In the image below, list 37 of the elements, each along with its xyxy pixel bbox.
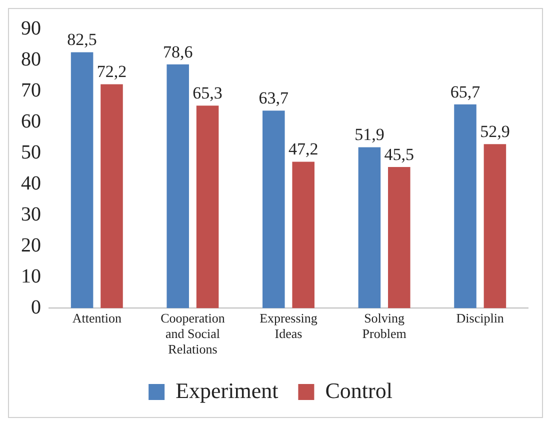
y-tick-label: 30 xyxy=(21,203,41,226)
bar xyxy=(484,144,506,308)
y-tick-label: 80 xyxy=(21,48,41,70)
x-tick-label: Solving Problem xyxy=(362,310,406,342)
y-tick-label: 50 xyxy=(21,141,41,164)
bar xyxy=(166,64,189,308)
y-tick-label: 70 xyxy=(21,79,41,102)
legend-label: Control xyxy=(325,378,392,403)
data-label: 51,9 xyxy=(354,125,384,144)
y-tick-label: 60 xyxy=(21,110,41,132)
data-label: 82,5 xyxy=(67,30,97,50)
data-label: 65,3 xyxy=(192,84,222,103)
bar xyxy=(196,106,219,308)
bar xyxy=(292,162,314,308)
bar xyxy=(100,84,123,308)
bar xyxy=(388,167,410,308)
bar xyxy=(358,147,381,308)
y-tick-label: 0 xyxy=(31,296,41,318)
y-tick-label: 40 xyxy=(21,172,41,194)
x-tick-label: Cooperation and Social Relations xyxy=(160,310,226,357)
data-label: 78,6 xyxy=(162,42,193,62)
data-label: 45,5 xyxy=(384,145,414,164)
y-tick-label: 10 xyxy=(21,265,41,288)
x-tick-label: Disciplin xyxy=(456,310,504,326)
legend-label: Experiment xyxy=(176,378,278,403)
data-label: 65,7 xyxy=(450,82,481,102)
y-tick-label: 90 xyxy=(21,17,41,40)
x-tick-label: Attention xyxy=(72,310,122,326)
bar xyxy=(262,110,285,308)
data-label: 72,2 xyxy=(96,62,127,82)
bar xyxy=(454,104,476,308)
bar xyxy=(70,52,94,308)
data-label: 47,2 xyxy=(288,140,318,159)
data-label: 63,7 xyxy=(258,88,290,108)
data-label: 52,9 xyxy=(480,122,510,142)
y-tick-label: 20 xyxy=(21,234,41,256)
x-tick-label: Expressing Ideas xyxy=(260,310,318,342)
